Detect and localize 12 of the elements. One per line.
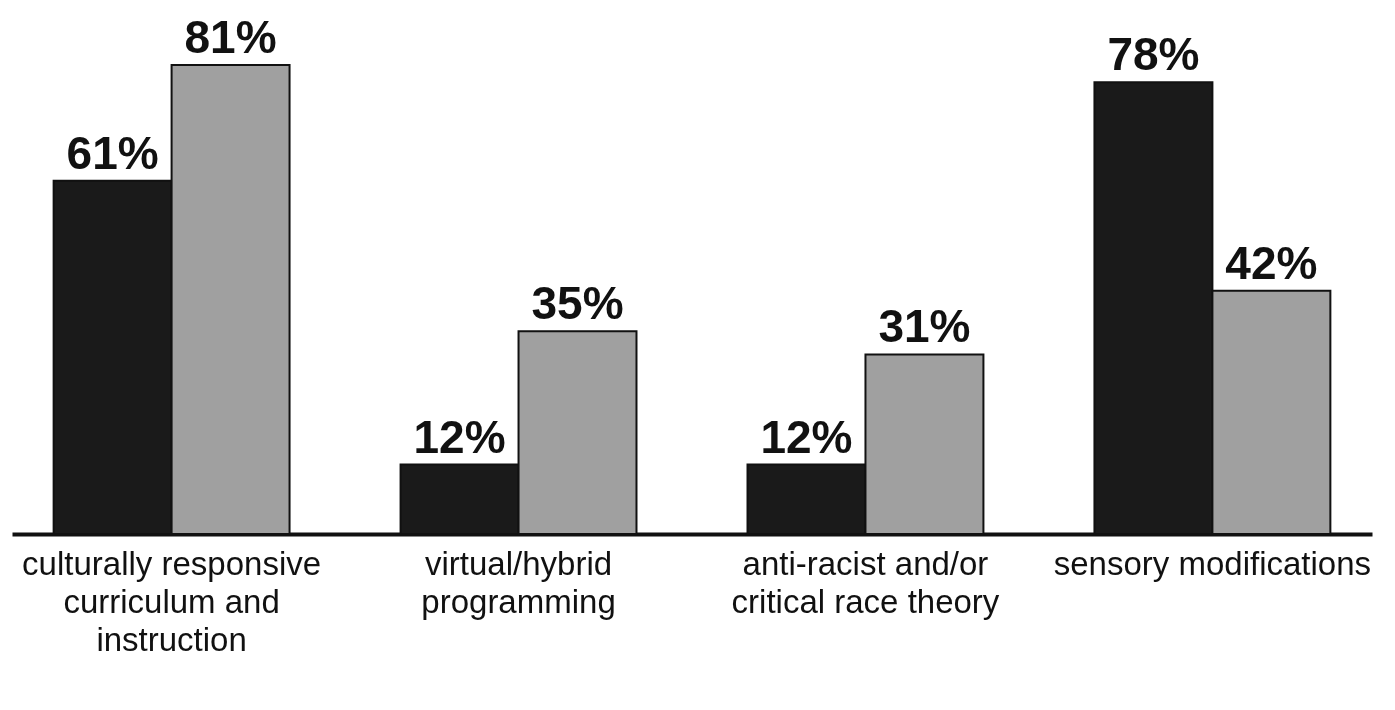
data-label: 61% bbox=[66, 126, 159, 179]
data-label: 12% bbox=[413, 410, 506, 463]
data-label: 42% bbox=[1225, 236, 1318, 289]
x-tick-label: sensory modifications bbox=[1053, 544, 1372, 582]
data-label: 78% bbox=[1107, 28, 1200, 81]
x-tick-label: anti-racist and/or critical race theory bbox=[731, 544, 1000, 620]
x-tick-label: culturally responsive curriculum and instruction bbox=[22, 544, 322, 658]
data-label: 12% bbox=[760, 410, 853, 463]
x-tick-label: virtual/hybrid programming bbox=[421, 544, 616, 620]
data-label: 35% bbox=[531, 277, 624, 330]
data-label: 81% bbox=[184, 10, 277, 63]
data-label: 31% bbox=[878, 300, 971, 353]
